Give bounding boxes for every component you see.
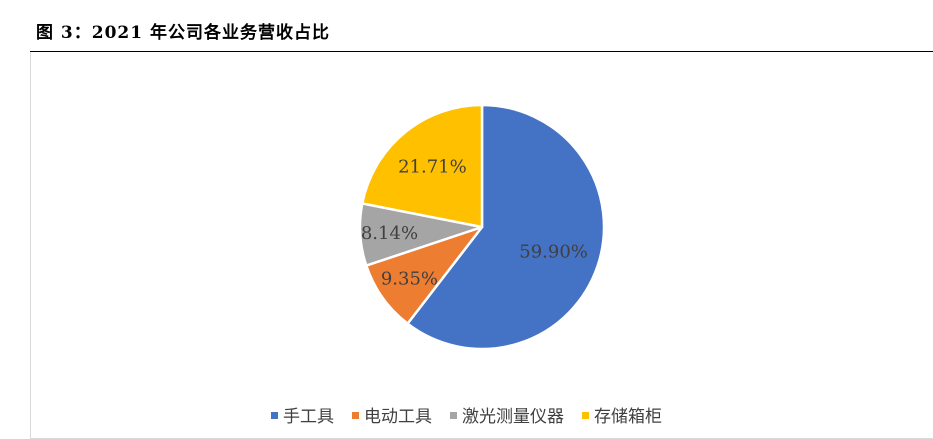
data-label-3: 8.14% [361, 223, 418, 244]
pie-slice-1 [406, 103, 606, 351]
legend-label-3: 激光测量仪器 [462, 407, 564, 427]
legend-item-3: 激光测量仪器 [450, 402, 564, 427]
legend-swatch-1 [271, 411, 278, 419]
chart-legend: 手工具 电动工具 激光测量仪器 存储箱柜 [0, 402, 933, 427]
legend-swatch-3 [450, 411, 457, 419]
legend-swatch-4 [582, 411, 589, 419]
legend-label-2: 电动工具 [364, 407, 432, 427]
legend-swatch-2 [352, 411, 359, 419]
data-label-1: 59.90% [519, 241, 588, 262]
legend-label-1: 手工具 [283, 407, 334, 427]
data-label-4: 21.71% [398, 157, 467, 178]
legend-item-4: 存储箱柜 [582, 402, 662, 427]
figure-title: 图 3：2021 年公司各业务营收占比 [36, 23, 330, 43]
data-label-2: 9.35% [381, 269, 438, 290]
legend-label-4: 存储箱柜 [594, 407, 662, 427]
legend-item-2: 电动工具 [352, 402, 432, 427]
pie-slice-4 [361, 103, 484, 229]
title-rule [30, 51, 933, 52]
legend-item-1: 手工具 [271, 402, 334, 427]
